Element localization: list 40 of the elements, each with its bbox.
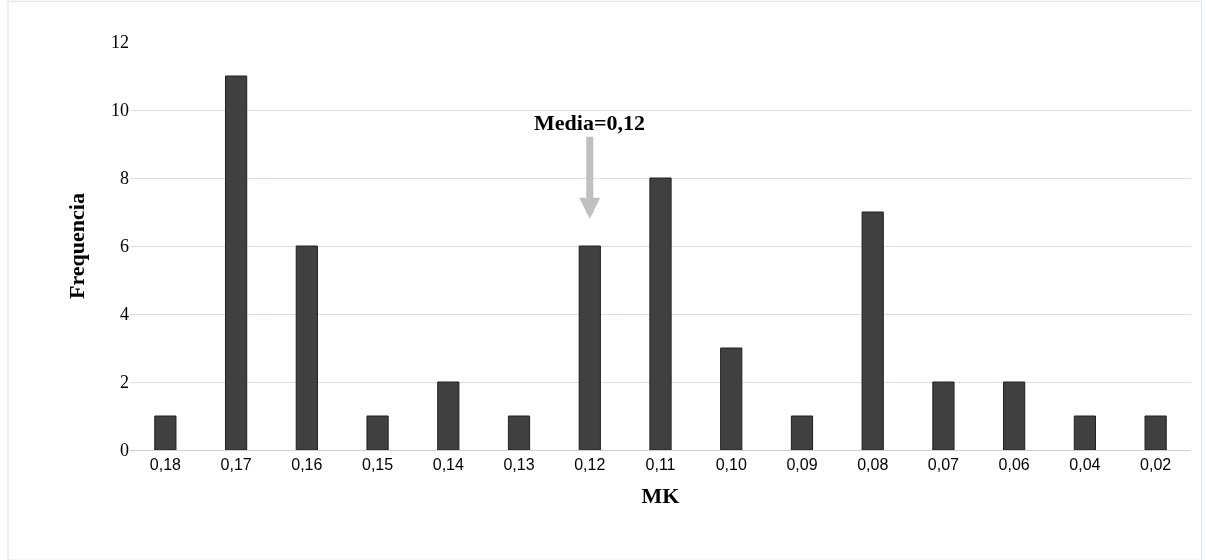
x-tick-label: 0,11	[645, 456, 676, 474]
bar	[578, 245, 601, 450]
x-tick-label: 0,06	[998, 456, 1030, 474]
x-tick-label: 0,16	[291, 456, 323, 474]
bar	[649, 177, 672, 450]
x-tick-label: 0,07	[927, 456, 960, 474]
bar	[154, 415, 177, 450]
x-tick-label: 0,18	[149, 456, 182, 474]
x-tick-label: 0,15	[362, 456, 394, 474]
bar	[790, 415, 814, 450]
bar	[932, 381, 955, 450]
x-tick-label: 0,14	[432, 456, 464, 474]
bar	[437, 381, 460, 450]
y-tick-label: 4	[120, 304, 129, 325]
y-tick-label: 0	[120, 440, 129, 461]
x-tick-label: 0,02	[1140, 456, 1172, 474]
x-tick-label: 0,10	[715, 456, 747, 474]
y-tick-label: 10	[111, 100, 129, 121]
bar	[295, 245, 318, 450]
bar	[224, 75, 248, 450]
y-axis-title: Frequencia	[63, 193, 89, 299]
x-tick-label: 0,08	[857, 456, 889, 474]
x-tick-label: 0,13	[503, 456, 535, 474]
x-tick-label: 0,12	[574, 456, 606, 474]
annotation: Media=0,12	[534, 110, 645, 135]
bar	[1144, 415, 1167, 450]
x-axis-title: MK	[641, 483, 680, 509]
y-tick-label: 2	[120, 372, 129, 393]
bar	[720, 347, 743, 450]
x-tick-label: 0,17	[220, 456, 252, 474]
bar	[861, 211, 884, 450]
x-tick-label: 0,04	[1069, 456, 1101, 474]
bar	[507, 415, 531, 450]
y-tick-label: 6	[120, 236, 129, 257]
bar	[1073, 415, 1097, 450]
bar	[366, 415, 389, 450]
x-tick-label: 0,09	[786, 456, 818, 474]
bar	[1003, 381, 1026, 450]
y-tick-label: 12	[111, 32, 129, 53]
y-tick-label: 8	[120, 168, 129, 189]
